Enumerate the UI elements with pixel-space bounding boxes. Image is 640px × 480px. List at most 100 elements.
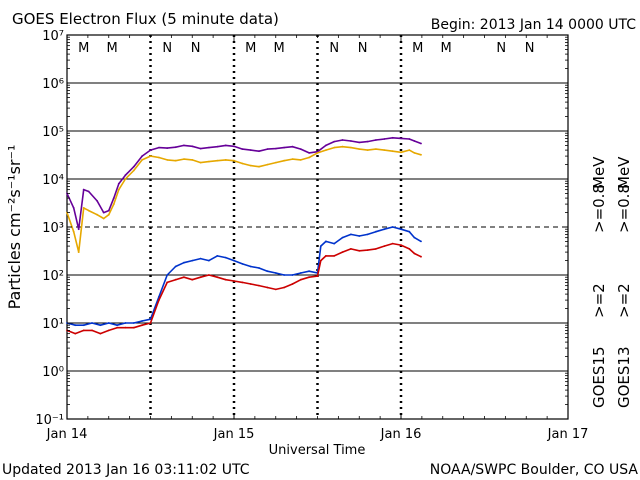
legend-sat-goes13: GOES13 [615, 346, 633, 408]
credit-label: NOAA/SWPC Boulder, CO USA [430, 462, 639, 478]
series-1-point-16 [174, 159, 177, 162]
series-0-point-20 [208, 146, 210, 149]
series-3-point-3 [91, 329, 93, 332]
series-3-point-8 [132, 326, 135, 329]
series-1-point-6 [102, 217, 105, 220]
updated-label: Updated 2013 Jan 16 03:11:02 UTC [2, 462, 250, 478]
series-0-point-31 [299, 148, 302, 151]
series-3-point-43 [413, 252, 416, 255]
x-tick-label-1: Jan 15 [213, 427, 255, 442]
series-2-point-33 [333, 242, 336, 245]
series-1-point-4 [87, 209, 90, 212]
series-1-point-45 [413, 152, 416, 154]
series-1-point-21 [216, 159, 219, 162]
series-3-point-12 [166, 281, 169, 284]
series-0-point-42 [391, 136, 394, 139]
series-2-point-36 [358, 235, 361, 237]
series-1-point-35 [333, 146, 336, 149]
region-marker-10: N [496, 41, 506, 56]
series-1-point-23 [233, 159, 235, 162]
region-marker-2: N [162, 41, 172, 56]
series-3-point-31 [319, 259, 322, 262]
legend-entry-goes15-2mev: >=2 [590, 283, 608, 318]
series-2-point-7 [124, 322, 127, 324]
series-2-point-27 [291, 274, 294, 276]
series-0-point-5 [96, 200, 98, 202]
series-0-point-29 [283, 146, 285, 149]
series-0-point-28 [274, 147, 277, 150]
series-3-point-28 [299, 278, 302, 281]
series-1-point-7 [107, 213, 110, 216]
chart-title: GOES Electron Flux (5 minute data) [12, 10, 279, 28]
region-marker-7: N [358, 41, 368, 56]
begin-label: Begin: 2013 Jan 14 0000 UTC [431, 17, 636, 33]
series-3-point-16 [199, 276, 202, 279]
region-marker-5: M [273, 41, 284, 56]
series-3-point-7 [124, 326, 127, 329]
series-2-point-5 [107, 322, 110, 324]
series-1-point-8 [112, 203, 115, 206]
series-0-point-4 [87, 190, 90, 193]
series-0-point-19 [199, 147, 202, 150]
series-2-point-41 [400, 228, 402, 231]
series-0-point-37 [350, 140, 352, 142]
series-2-point-13 [174, 265, 177, 268]
series-2-point-42 [408, 230, 411, 233]
series-0-point-16 [174, 146, 177, 149]
series-3-point-39 [383, 245, 386, 248]
series-3-point-24 [266, 286, 269, 289]
series-3-point-37 [366, 249, 369, 252]
series-3-point-44 [420, 255, 422, 258]
day-boundary-lines [149, 35, 403, 419]
series-2-point-34 [341, 236, 344, 239]
series-3-point-26 [283, 286, 285, 289]
series-2-point-15 [191, 259, 194, 262]
series-3-point-23 [258, 284, 260, 287]
y-axis: 10⁷ 10⁶ 10⁵ 10⁴ 10³ 10² 10¹ 10⁰ 10⁻¹ [35, 29, 568, 428]
series-1-point-46 [420, 153, 422, 156]
series-3-point-6 [116, 326, 118, 329]
series-2-point-43 [413, 236, 416, 239]
series-2-point-35 [350, 233, 352, 236]
series-0-point-41 [383, 138, 386, 140]
series-0-point-3 [82, 188, 85, 191]
series-2-point-39 [383, 228, 386, 231]
series-2-point-4 [99, 324, 102, 327]
series-1-point-25 [249, 164, 252, 167]
series-1-point-15 [166, 159, 169, 161]
series-2-point-31 [319, 245, 322, 248]
series-2-point-28 [299, 272, 302, 274]
x-tick-label-3: Jan 17 [547, 427, 589, 442]
series-3-point-5 [107, 329, 110, 332]
series-1-point-18 [191, 159, 194, 161]
series-3-point-10 [149, 322, 152, 324]
region-marker-4: M [245, 41, 256, 56]
series-0-point-18 [191, 145, 194, 148]
series-0-point-9 [117, 182, 120, 185]
region-marker-6: N [329, 41, 339, 56]
series-0-point-27 [266, 148, 269, 151]
series-2-point-19 [224, 256, 227, 259]
series-3-point-1 [74, 332, 77, 335]
series-1-point-26 [258, 165, 260, 168]
series-1-point-41 [383, 149, 386, 152]
series-0-point-25 [249, 149, 252, 152]
region-marker-8: M [412, 41, 423, 56]
series-0-point-12 [141, 155, 144, 158]
series-1-point-39 [366, 149, 369, 152]
series-3-point-18 [216, 276, 219, 279]
y-tick-label-1: 10⁶ [42, 77, 64, 92]
series-0-point-35 [333, 140, 336, 143]
series-0-point-26 [258, 150, 260, 153]
series-3-point-29 [308, 276, 310, 279]
series-2-point-32 [325, 240, 327, 243]
series-2-point-16 [199, 257, 202, 260]
series-2-point-44 [420, 240, 422, 243]
series-3-point-21 [241, 281, 244, 284]
y-tick-label-0: 10⁷ [42, 29, 64, 44]
series-1-point-5 [96, 213, 98, 216]
series-2-point-38 [375, 230, 377, 233]
series-3-point-14 [183, 276, 185, 279]
series-1-point-11 [132, 169, 135, 172]
